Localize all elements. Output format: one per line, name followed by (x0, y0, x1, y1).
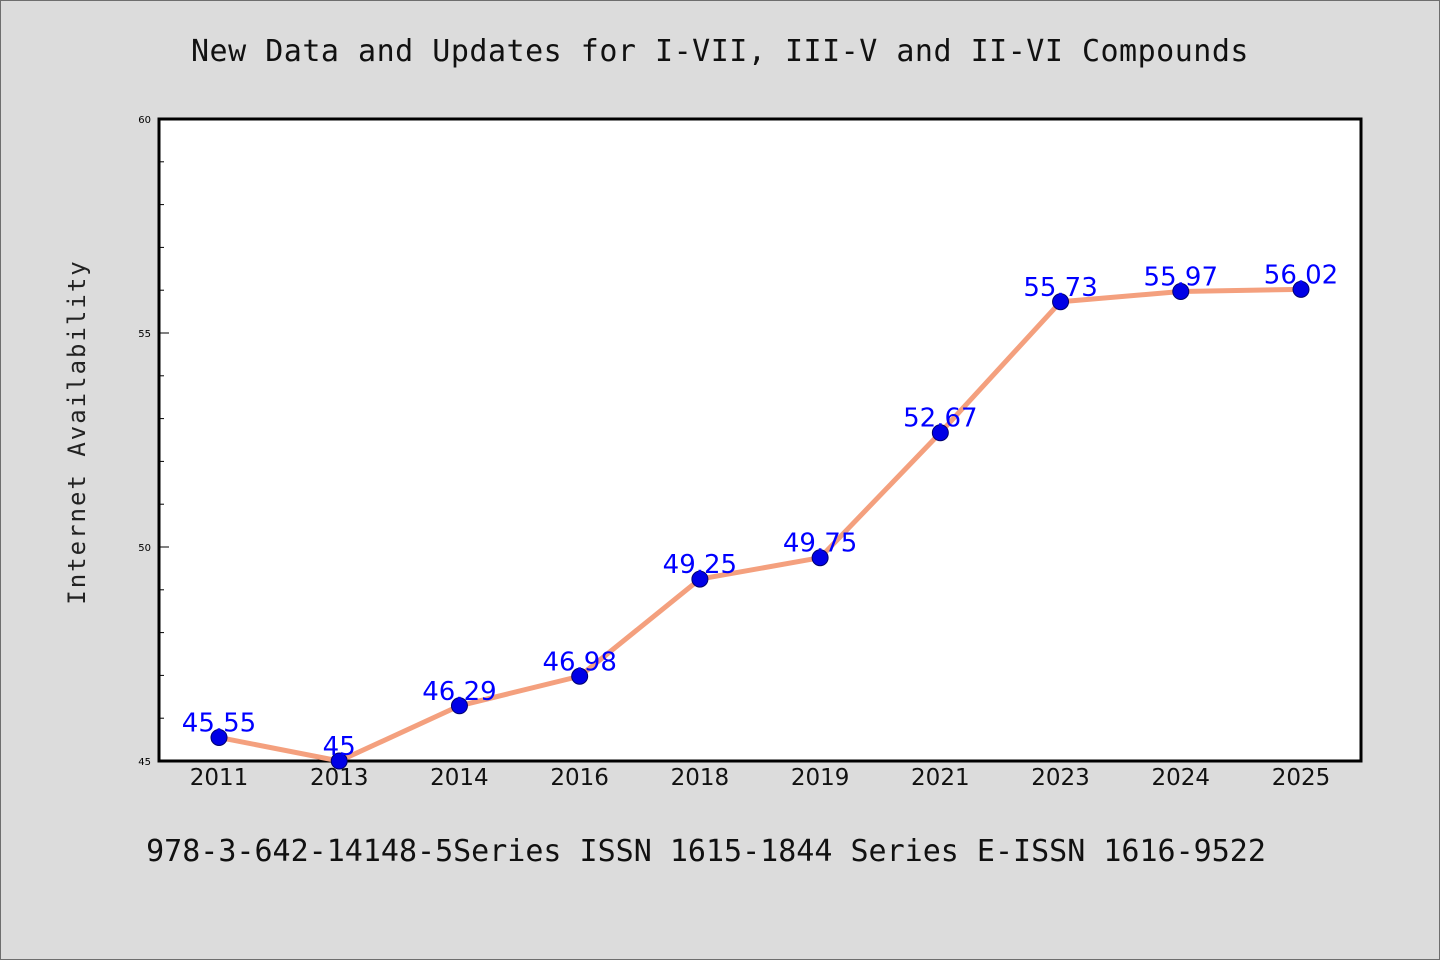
data-label: 45.55 (182, 708, 256, 738)
data-label: 55.97 (1144, 262, 1218, 292)
data-label: 49.25 (663, 550, 737, 580)
data-point (1172, 282, 1190, 300)
data-point (450, 697, 468, 715)
y-tick-label: 60 (138, 115, 151, 126)
data-label: 45 (323, 732, 356, 762)
data-label: 46.98 (542, 647, 616, 677)
data-label: 49.75 (783, 529, 857, 559)
plot-area (157, 117, 1363, 763)
data-point (1292, 280, 1310, 298)
data-label: 52.67 (903, 404, 977, 434)
x-tick-label: 2023 (1031, 765, 1090, 791)
x-tick-label: 2024 (1152, 765, 1211, 791)
data-point (330, 752, 348, 770)
data-label: 56.02 (1264, 260, 1338, 290)
data-label: 46.29 (422, 677, 496, 707)
data-label: 55.73 (1023, 273, 1097, 303)
y-tick-label: 50 (138, 543, 151, 554)
footnote: 978-3-642-14148-5Series ISSN 1615-1844 S… (146, 834, 1266, 869)
x-tick-label: 2018 (671, 765, 730, 791)
x-tick-label: 2019 (791, 765, 850, 791)
data-point (811, 549, 829, 567)
series-line (216, 286, 1304, 764)
data-point (931, 424, 949, 442)
y-tick-label: 55 (138, 329, 151, 340)
chart-title: New Data and Updates for I-VII, III-V an… (190, 34, 1249, 69)
x-tick-label: 2025 (1272, 765, 1331, 791)
data-point (571, 667, 589, 685)
data-point (210, 728, 228, 746)
y-axis-label: Internet Availability (63, 259, 91, 604)
data-point (691, 570, 709, 588)
x-tick-label: 2021 (911, 765, 970, 791)
x-tick-label: 2011 (190, 765, 249, 791)
data-point (1052, 293, 1070, 311)
x-tick-label: 2016 (550, 765, 609, 791)
y-tick-label: 45 (138, 757, 151, 768)
x-tick-label: 2014 (430, 765, 489, 791)
